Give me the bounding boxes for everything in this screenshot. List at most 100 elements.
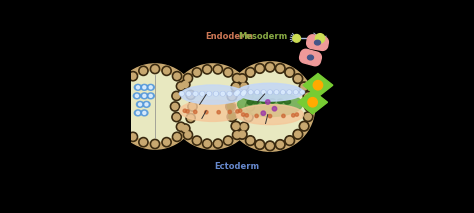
Text: Ectoderm: Ectoderm <box>214 162 260 171</box>
Circle shape <box>213 139 222 148</box>
Circle shape <box>122 81 128 88</box>
Circle shape <box>193 110 197 114</box>
Ellipse shape <box>141 110 148 116</box>
Circle shape <box>246 102 255 111</box>
Circle shape <box>172 112 181 122</box>
Circle shape <box>282 91 284 94</box>
Circle shape <box>247 137 254 144</box>
Circle shape <box>112 64 198 149</box>
Circle shape <box>172 91 181 101</box>
Circle shape <box>246 114 252 120</box>
Circle shape <box>255 140 265 150</box>
Circle shape <box>173 132 182 141</box>
Circle shape <box>282 114 285 118</box>
Circle shape <box>115 113 124 123</box>
Circle shape <box>233 84 239 90</box>
Circle shape <box>293 74 303 83</box>
Circle shape <box>235 92 238 95</box>
Circle shape <box>143 94 146 97</box>
Circle shape <box>246 93 252 99</box>
Circle shape <box>243 91 246 94</box>
Ellipse shape <box>242 90 246 94</box>
Ellipse shape <box>247 100 253 105</box>
Circle shape <box>174 73 180 79</box>
Circle shape <box>241 113 245 116</box>
Polygon shape <box>300 49 321 66</box>
Circle shape <box>145 103 148 106</box>
Circle shape <box>299 82 309 92</box>
Polygon shape <box>303 73 333 97</box>
Circle shape <box>255 114 258 118</box>
Circle shape <box>176 82 186 91</box>
Circle shape <box>122 125 128 132</box>
Circle shape <box>205 111 208 114</box>
Ellipse shape <box>237 83 303 101</box>
Circle shape <box>194 69 200 75</box>
Ellipse shape <box>193 92 198 96</box>
Circle shape <box>244 112 253 122</box>
Circle shape <box>188 92 194 98</box>
Circle shape <box>185 132 191 138</box>
Circle shape <box>236 110 239 113</box>
Circle shape <box>194 138 200 144</box>
Circle shape <box>231 82 241 92</box>
Ellipse shape <box>293 90 298 94</box>
Circle shape <box>149 94 152 97</box>
Circle shape <box>267 143 273 149</box>
Circle shape <box>303 112 313 122</box>
Circle shape <box>178 72 247 141</box>
Circle shape <box>247 104 253 109</box>
Circle shape <box>172 104 178 109</box>
Ellipse shape <box>274 90 279 94</box>
Text: Endoderm: Endoderm <box>206 32 254 41</box>
Circle shape <box>234 75 240 81</box>
Circle shape <box>162 137 171 147</box>
Ellipse shape <box>141 84 148 90</box>
Circle shape <box>120 72 190 141</box>
Circle shape <box>236 91 239 94</box>
Circle shape <box>232 73 242 83</box>
Circle shape <box>229 93 235 99</box>
Circle shape <box>226 102 236 111</box>
Ellipse shape <box>248 90 253 94</box>
Circle shape <box>286 137 293 144</box>
Circle shape <box>150 64 160 74</box>
Circle shape <box>140 139 146 145</box>
Circle shape <box>239 131 246 138</box>
Circle shape <box>143 111 146 114</box>
Ellipse shape <box>141 93 148 99</box>
Circle shape <box>233 123 239 129</box>
Circle shape <box>268 91 272 94</box>
Circle shape <box>225 138 231 144</box>
Circle shape <box>174 134 180 140</box>
Circle shape <box>176 122 186 131</box>
Circle shape <box>213 65 222 74</box>
Circle shape <box>164 139 170 145</box>
Circle shape <box>182 125 188 132</box>
Circle shape <box>192 68 201 77</box>
Ellipse shape <box>227 92 232 96</box>
Ellipse shape <box>237 92 302 117</box>
Ellipse shape <box>261 90 266 94</box>
Circle shape <box>223 68 233 77</box>
Ellipse shape <box>284 100 291 104</box>
Circle shape <box>173 72 182 81</box>
Circle shape <box>120 124 129 133</box>
Circle shape <box>183 73 192 83</box>
Circle shape <box>221 92 224 95</box>
Circle shape <box>293 35 301 42</box>
Circle shape <box>285 136 295 145</box>
Circle shape <box>186 110 189 113</box>
Circle shape <box>208 92 211 95</box>
Circle shape <box>227 91 237 101</box>
Circle shape <box>214 92 218 95</box>
Circle shape <box>188 115 194 121</box>
Ellipse shape <box>268 90 273 94</box>
Circle shape <box>173 114 180 120</box>
Circle shape <box>152 141 158 147</box>
Circle shape <box>245 114 248 117</box>
Circle shape <box>293 130 303 139</box>
Circle shape <box>301 91 304 94</box>
Circle shape <box>239 122 249 131</box>
Circle shape <box>188 102 197 111</box>
